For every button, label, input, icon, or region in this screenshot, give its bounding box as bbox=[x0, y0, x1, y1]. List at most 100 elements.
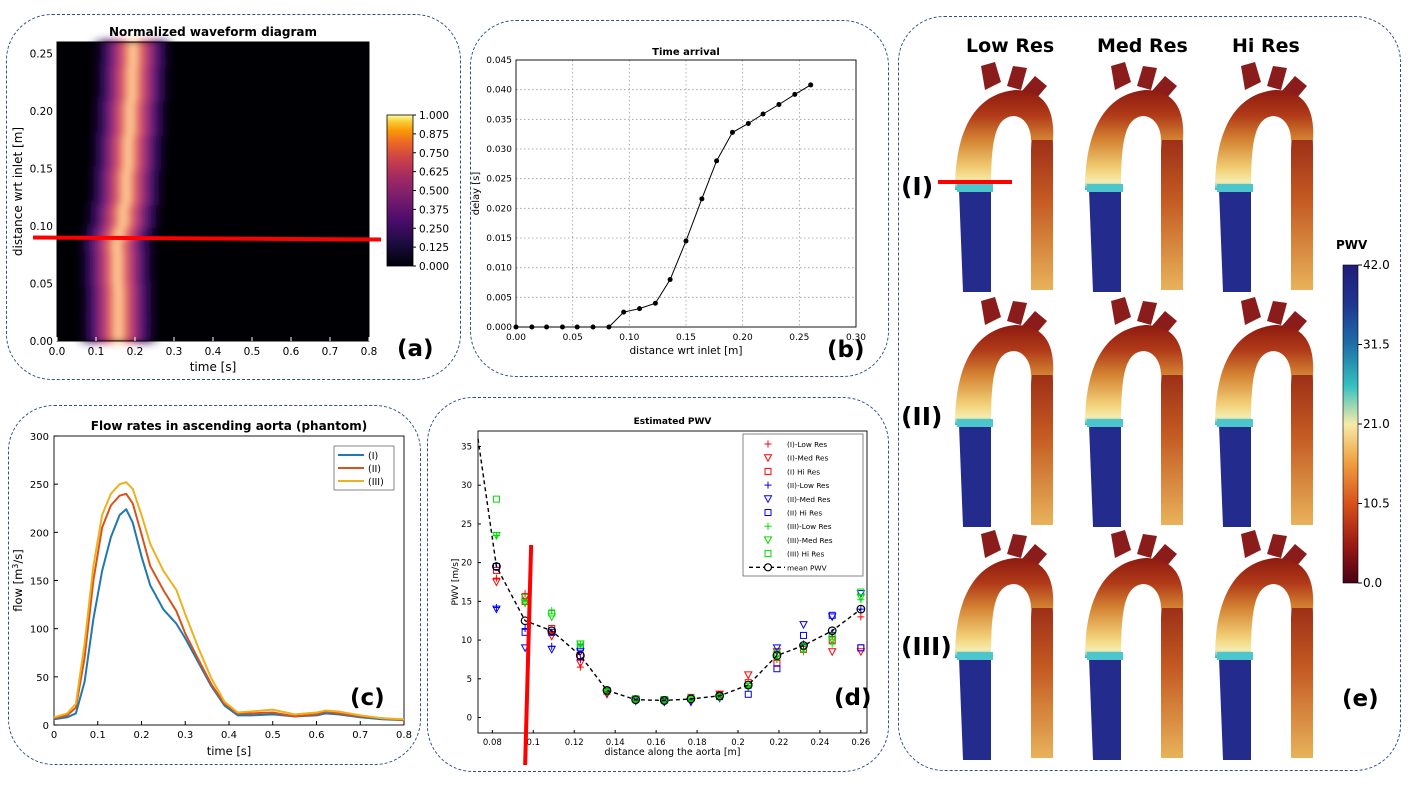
legend-label: (I)-Med Res bbox=[787, 454, 828, 463]
legend-marker bbox=[764, 550, 772, 558]
pwv-colorbar bbox=[1342, 264, 1359, 584]
pwv-front-band bbox=[957, 184, 993, 192]
branch-vessel bbox=[1111, 62, 1131, 90]
aortic-arch bbox=[1215, 325, 1314, 425]
y-tick-label: 30 bbox=[461, 481, 472, 491]
pwv-point bbox=[743, 671, 753, 680]
pwv-front-band bbox=[1087, 419, 1123, 427]
x-tick-label: 0.05 bbox=[563, 333, 583, 343]
mean-pwv-point bbox=[659, 696, 669, 705]
aortic-root bbox=[1089, 658, 1121, 760]
pwv-point bbox=[716, 692, 724, 700]
delay-point bbox=[652, 300, 658, 306]
x-tick-label: 0.8 bbox=[396, 730, 412, 741]
y-tick-label: 150 bbox=[30, 577, 49, 588]
y-tick-label: 0.030 bbox=[486, 145, 512, 155]
delay-point bbox=[792, 91, 798, 97]
pwv-colorbar-tick-label: 10.5 bbox=[1363, 497, 1390, 511]
y-tick-label: 0.005 bbox=[486, 293, 512, 303]
pwv-point bbox=[492, 574, 500, 582]
legend-label: (I)-Low Res bbox=[787, 440, 827, 449]
x-tick-label: 0.4 bbox=[205, 346, 222, 358]
chart-title: Flow rates in ascending aorta (phantom) bbox=[91, 419, 367, 433]
delay-point bbox=[590, 324, 596, 330]
pwv-front-band bbox=[1217, 652, 1253, 660]
y-tick-label: 5 bbox=[467, 675, 472, 685]
x-tick-label: 0.7 bbox=[352, 730, 368, 741]
delay-point bbox=[745, 120, 751, 126]
y-tick-label: 25 bbox=[461, 520, 472, 530]
delay-point bbox=[544, 324, 550, 330]
x-tick-label: 0.5 bbox=[265, 730, 281, 741]
y-tick-label: 0.000 bbox=[486, 323, 512, 333]
aorta-render bbox=[955, 297, 1054, 527]
x-tick-label: 0.6 bbox=[283, 346, 300, 358]
mean-pwv-point bbox=[715, 691, 724, 701]
mean-pwv-point bbox=[492, 562, 501, 571]
legend-marker bbox=[763, 495, 773, 504]
x-tick-label: 0.15 bbox=[676, 333, 696, 343]
legend-marker bbox=[764, 481, 772, 489]
aorta-render bbox=[1215, 530, 1314, 760]
y-tick-label: 0.015 bbox=[486, 234, 512, 244]
pwv-point bbox=[547, 632, 557, 641]
flow-series-line bbox=[53, 492, 405, 722]
pwv-point bbox=[603, 686, 611, 694]
plot-frame bbox=[515, 59, 857, 328]
branch-vessel bbox=[981, 530, 1001, 558]
legend-label: (II) Hi Res bbox=[787, 509, 822, 518]
y-tick-label: 0 bbox=[43, 721, 49, 732]
y-tick-label: 0.010 bbox=[486, 264, 512, 274]
y-tick-label: 0.10 bbox=[30, 221, 53, 233]
colorbar-tick-label: 0.000 bbox=[419, 261, 449, 273]
chart-title: Estimated PWV bbox=[634, 417, 712, 427]
panel-c-label: (c) bbox=[350, 685, 385, 711]
x-tick-label: 0.2 bbox=[731, 738, 745, 748]
aorta-render bbox=[955, 530, 1054, 760]
legend-label: mean PWV bbox=[787, 563, 827, 572]
colorbar-tick-label: 0.375 bbox=[419, 204, 449, 216]
pwv-point bbox=[857, 613, 865, 621]
aortic-root bbox=[959, 425, 991, 527]
panel-a-label: (a) bbox=[397, 336, 434, 362]
branch-vessel bbox=[1137, 534, 1157, 558]
pwv-point bbox=[492, 578, 501, 587]
pwv-point bbox=[520, 599, 530, 608]
pwv-colorbar-tick-label: 21.0 bbox=[1363, 417, 1390, 431]
aortic-root bbox=[1219, 190, 1251, 292]
branch-vessel bbox=[1137, 66, 1157, 90]
legend-label: (III) bbox=[368, 477, 384, 488]
x-tick-label: 0.8 bbox=[361, 346, 378, 358]
heatmap-band bbox=[81, 201, 166, 228]
colorbar-tick-label: 0.750 bbox=[419, 148, 449, 160]
x-tick-label: 0.2 bbox=[127, 346, 144, 358]
pwv-point bbox=[827, 648, 837, 657]
pwv-point bbox=[602, 688, 612, 697]
legend-label: (III)-Low Res bbox=[787, 522, 832, 531]
aortic-arch bbox=[1215, 90, 1314, 190]
aortic-root bbox=[959, 190, 991, 292]
delay-point bbox=[513, 324, 519, 330]
delay-point bbox=[667, 277, 673, 283]
pwv-colorbar-tick-label: 0.0 bbox=[1363, 576, 1382, 590]
x-tick-label: 0.25 bbox=[789, 333, 809, 343]
x-axis-label: distance wrt inlet [m] bbox=[629, 345, 742, 357]
x-tick-label: 0.1 bbox=[90, 730, 106, 741]
pwv-front-band bbox=[1087, 184, 1123, 192]
y-tick-label: 300 bbox=[30, 432, 49, 443]
y-tick-label: 50 bbox=[36, 673, 49, 684]
aortic-arch bbox=[955, 558, 1054, 658]
aorta-render bbox=[1215, 297, 1314, 527]
flow-series-line bbox=[53, 481, 405, 721]
panel-b bbox=[470, 20, 889, 377]
panel-c bbox=[8, 405, 421, 765]
descending-aorta bbox=[1031, 345, 1053, 525]
descending-aorta bbox=[1031, 110, 1053, 290]
delay-point bbox=[729, 129, 735, 135]
panel-e bbox=[898, 16, 1401, 771]
x-tick-label: 0.24 bbox=[810, 738, 829, 748]
x-tick-label: 0.00 bbox=[506, 333, 526, 343]
delay-point bbox=[808, 82, 814, 88]
x-tick-label: 0.08 bbox=[483, 738, 502, 748]
mean-pwv-point bbox=[743, 680, 753, 690]
